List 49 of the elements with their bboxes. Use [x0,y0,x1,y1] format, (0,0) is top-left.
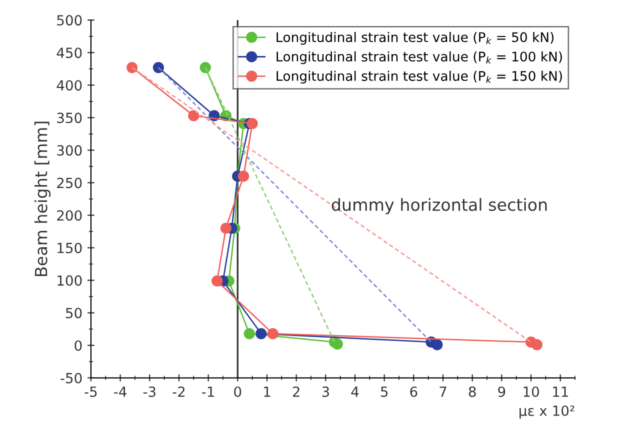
point [432,339,443,350]
x-tick-label: 11 [553,386,568,397]
point [212,275,223,287]
x-tick-label: -4 [114,386,126,397]
y-tick-label: 0 [74,340,82,351]
x-tick-label: 3 [322,386,329,397]
point [152,62,164,74]
legend-label: Longitudinal strain test value (P$_{k}$ = 100 kN) [276,51,562,64]
x-tick-label: 9 [498,386,506,397]
y-tick-label: 450 [56,48,82,58]
x-axis-title: με x 10² [520,405,574,419]
point [332,338,343,350]
x-tick-label: -1 [202,386,214,397]
point [238,170,250,182]
annotation: dummy horizontal section [332,198,547,214]
x-tick-label: 7 [440,386,446,397]
x-tick-label: -3 [143,386,156,397]
point [531,339,542,350]
x-tick-label: 4 [351,386,359,397]
y-tick-label: 350 [57,112,82,124]
y-tick-label: 300 [57,145,82,156]
y-tick-label: -50 [60,372,82,384]
x-tick-label: 0 [234,386,242,397]
y-tick-label: 150 [58,242,82,254]
x-tick-label: -2 [172,386,185,397]
x-tick-label: 10 [524,386,539,397]
point [188,110,200,122]
legend-label: Longitudinal strain test value (P$_{k}$ = 150 kN) [276,70,562,84]
point [126,62,138,74]
point [256,328,267,340]
point [200,62,211,74]
y-tick-label: 400 [56,80,82,91]
x-tick-label: 2 [292,386,300,397]
point [246,118,258,130]
point [220,222,232,234]
y-tick-label: 250 [57,178,82,188]
y-tick-label: 500 [57,15,82,26]
point [267,328,278,340]
x-tick-label: -5 [84,386,97,397]
y-axis-title: Beam height [mm] [34,122,51,276]
x-tick-label: 8 [468,386,476,397]
x-tick-label: 5 [380,386,388,397]
x-tick-label: 6 [410,386,418,397]
legend-label: Longitudinal strain test value (P$_{k}$ = 50 kN) [276,32,554,45]
point [244,328,255,340]
x-tick-label: 1 [264,386,270,397]
y-tick-label: 100 [58,275,82,286]
y-tick-label: 50 [66,308,82,318]
y-tick-label: 200 [57,210,82,221]
